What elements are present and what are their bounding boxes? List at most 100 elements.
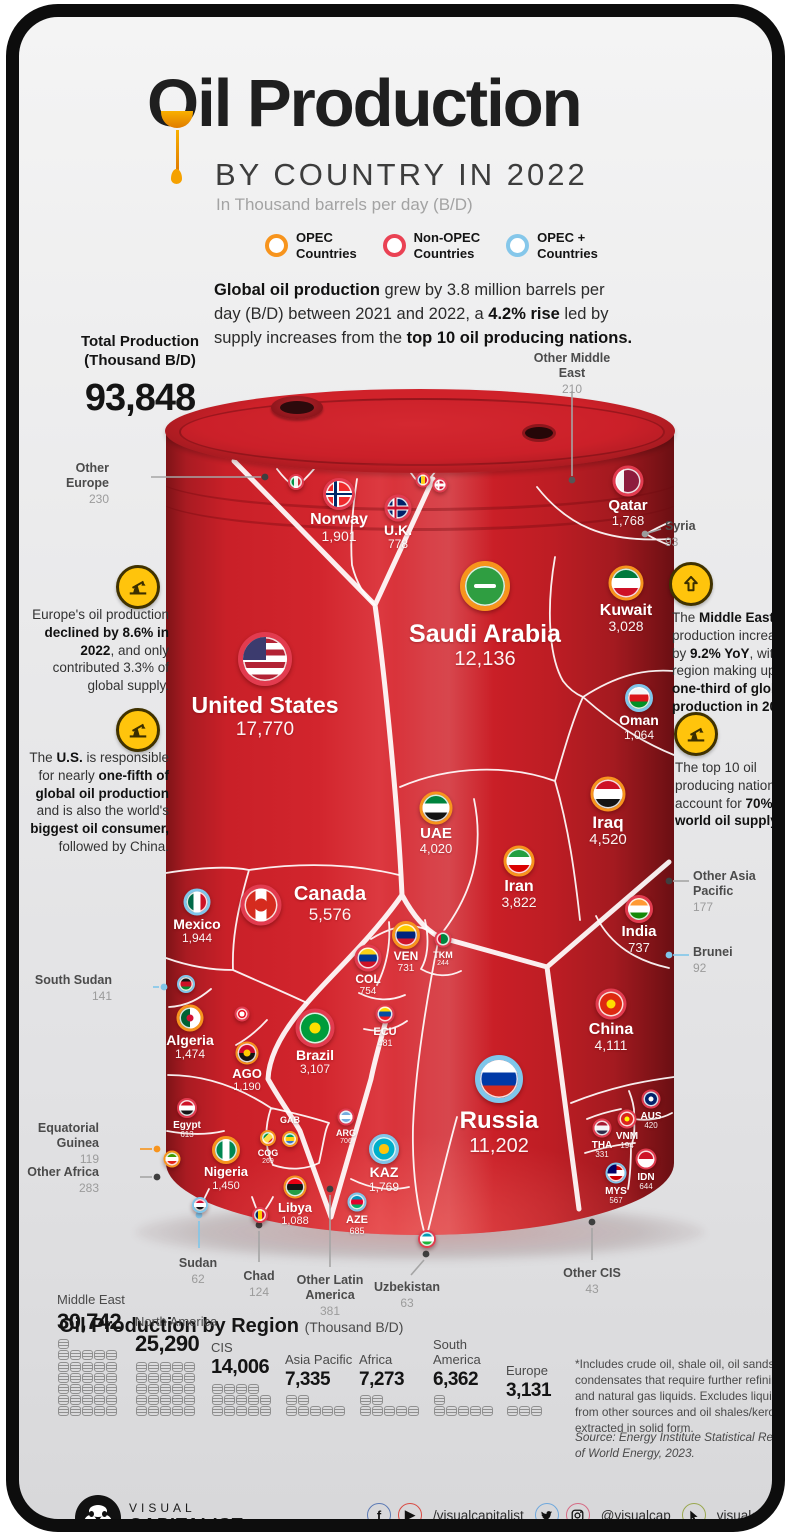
mini-flag-eq-guinea-icon bbox=[163, 1150, 181, 1168]
barrel-pictogram-icon bbox=[285, 1406, 297, 1417]
mini-flag-tunisia-icon bbox=[234, 1006, 250, 1022]
brand-name: VISUAL CAPITALIST bbox=[129, 1501, 244, 1519]
country-value: 754 bbox=[359, 985, 377, 997]
legend-item-plus: OPEC + Countries bbox=[506, 230, 598, 261]
barrel-pictogram-icon bbox=[159, 1372, 171, 1383]
region-name: South America bbox=[433, 1336, 481, 1367]
source-citation: Source: Energy Institute Statistical Rev… bbox=[575, 1430, 785, 1460]
barrel-pictogram-icon bbox=[530, 1406, 542, 1417]
mini-flag-denmark-icon bbox=[432, 477, 448, 493]
country-label-norway: Norway 1,901 bbox=[310, 511, 368, 545]
outside-label-other-africa: Other Africa 283 bbox=[27, 1165, 99, 1195]
flag-cross-inner bbox=[387, 506, 409, 510]
country-value: 1,190 bbox=[233, 1081, 261, 1094]
legend-label: Non-OPEC Countries bbox=[413, 230, 481, 261]
youtube-icon[interactable]: ▶ bbox=[398, 1503, 422, 1519]
country-value: 1,769 bbox=[368, 1179, 400, 1194]
outside-label-syria: Syria 93 bbox=[665, 519, 696, 549]
country-value: 613 bbox=[180, 1130, 194, 1140]
country-label-qatar: Qatar 1,768 bbox=[608, 497, 647, 529]
legend-item-non: Non-OPEC Countries bbox=[382, 230, 481, 261]
cursor-icon[interactable] bbox=[681, 1503, 706, 1519]
country-label-kaz: KAZ 1,769 bbox=[368, 1164, 400, 1194]
barrel-pictogram-icon bbox=[81, 1350, 93, 1361]
flag-brazil-icon bbox=[295, 1008, 335, 1048]
country-label-aze: AZE 685 bbox=[346, 1214, 368, 1236]
flag-face bbox=[179, 977, 193, 991]
barrel-pictogram-icon bbox=[94, 1361, 106, 1372]
country-label-nigeria: Nigeria 1,450 bbox=[204, 1164, 248, 1192]
barrel-pictogram-icon bbox=[396, 1406, 408, 1417]
flag-face bbox=[349, 1194, 365, 1210]
callout-pump-icon bbox=[116, 708, 160, 752]
barrel-pictogram-icon bbox=[518, 1406, 530, 1417]
country-name: IDN bbox=[637, 1171, 655, 1183]
intro-text: Global oil production grew by 3.8 millio… bbox=[214, 281, 633, 347]
flag-face bbox=[417, 474, 429, 486]
social-handle-handle_fb_yt[interactable]: /visualcapitalist bbox=[433, 1507, 524, 1523]
callout-text-europe-decline: Europe's oil production declined by 8.6%… bbox=[32, 607, 169, 694]
flag-face bbox=[236, 1008, 248, 1020]
flag-algeria-icon bbox=[176, 1004, 204, 1032]
flag-iran-icon bbox=[503, 845, 535, 877]
country-name: Iran bbox=[504, 877, 534, 895]
callout-pump-icon bbox=[674, 712, 718, 756]
leader-dot-syria bbox=[641, 530, 649, 538]
region-value: 30,742 bbox=[57, 1308, 122, 1334]
country-name: Algeria bbox=[166, 1031, 214, 1048]
region-south-america: South America 6,362 bbox=[433, 1336, 501, 1417]
flag-ago-icon bbox=[235, 1041, 259, 1065]
flag-tkm-icon bbox=[434, 930, 452, 948]
country-value: 1,450 bbox=[212, 1179, 240, 1192]
brand-top: VISUAL bbox=[129, 1501, 196, 1515]
country-name: ECU bbox=[373, 1025, 397, 1038]
flag-saudi-icon bbox=[460, 561, 510, 611]
facebook-icon[interactable]: f bbox=[367, 1503, 391, 1519]
mini-flag-south-sudan-icon bbox=[177, 975, 195, 993]
region-value: 3,131 bbox=[506, 1379, 552, 1401]
voronoi-mesh bbox=[166, 458, 674, 1235]
barrel-pictogram-icon bbox=[184, 1372, 196, 1383]
country-value: 331 bbox=[595, 1149, 609, 1159]
country-value: 778 bbox=[387, 537, 409, 552]
country-name: MYS bbox=[605, 1185, 627, 1197]
barrel-pictogram-icon bbox=[184, 1361, 196, 1372]
legend-ring-opec-icon bbox=[265, 234, 288, 258]
instagram-icon[interactable] bbox=[565, 1503, 590, 1519]
flag-cog-icon bbox=[260, 1130, 276, 1146]
barrel-bung-small-icon bbox=[525, 427, 553, 439]
outside-label-brunei: Brunei 92 bbox=[693, 945, 733, 975]
country-name: Iraq bbox=[592, 812, 624, 832]
barrel-pictogram-icon bbox=[482, 1406, 494, 1417]
region-value: 6,362 bbox=[433, 1368, 479, 1390]
barrel-pictogram-icon bbox=[235, 1406, 247, 1417]
region-barrel-stack bbox=[285, 1395, 353, 1417]
flag-mexico-icon bbox=[183, 888, 211, 916]
country-label-col: COL 754 bbox=[355, 971, 381, 998]
country-label-iran: Iran 3,822 bbox=[501, 878, 536, 912]
country-label-ven: VEN 731 bbox=[394, 949, 419, 975]
country-label-us: United States 17,770 bbox=[192, 692, 339, 740]
social-links: f ▶ /visualcapitalist @visualcap visualcapit… bbox=[367, 1503, 780, 1523]
outside-label-sudan: Sudan 62 bbox=[178, 1256, 218, 1286]
country-name: UAE bbox=[420, 824, 452, 842]
flag-face bbox=[628, 687, 650, 709]
twitter-icon[interactable] bbox=[534, 1503, 559, 1519]
country-name: Canada bbox=[293, 883, 367, 905]
country-name: COL bbox=[355, 971, 381, 986]
country-value: 1,901 bbox=[321, 527, 357, 544]
social-handle-handle_tw_ig[interactable]: @visualcap bbox=[600, 1507, 671, 1523]
country-name: AGO bbox=[232, 1065, 262, 1081]
country-label-mexico: Mexico 1,944 bbox=[173, 916, 220, 946]
country-label-kuwait: Kuwait 3,028 bbox=[600, 602, 652, 636]
mini-flag-uzbekistan-icon bbox=[418, 1230, 436, 1248]
barrel-pictogram-icon bbox=[106, 1372, 118, 1383]
barrel-pictogram-icon bbox=[211, 1406, 223, 1417]
flag-cross-inner bbox=[326, 492, 352, 496]
leader-dot-eq-guinea bbox=[153, 1145, 161, 1153]
region-barrel-stack bbox=[135, 1361, 203, 1417]
social-handle-site[interactable]: visualcapitalist.com bbox=[716, 1507, 780, 1523]
country-value: 11,202 bbox=[469, 1134, 529, 1157]
country-value: 4,020 bbox=[419, 841, 453, 857]
flag-face bbox=[619, 1111, 635, 1127]
